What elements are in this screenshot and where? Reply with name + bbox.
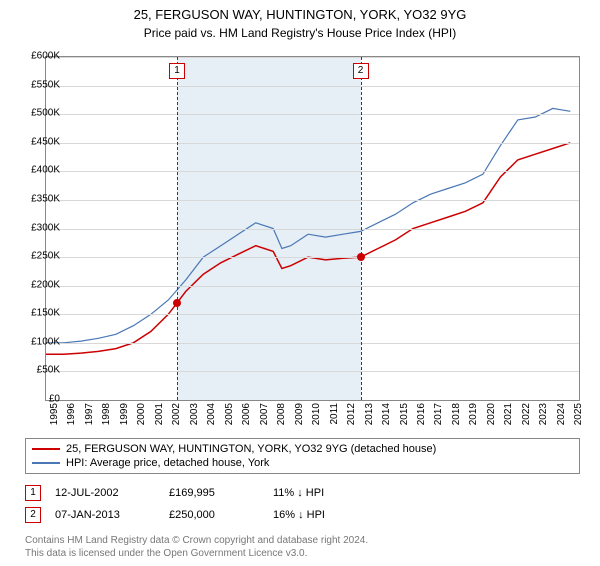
x-axis-label: 2020 — [486, 403, 497, 425]
legend-text: 25, FERGUSON WAY, HUNTINGTON, YORK, YO32… — [66, 443, 436, 455]
x-axis-label: 2023 — [538, 403, 549, 425]
chart-title-line2: Price paid vs. HM Land Registry's House … — [0, 26, 600, 40]
x-axis-label: 2008 — [276, 403, 287, 425]
gridline — [46, 229, 579, 230]
gridline — [46, 143, 579, 144]
x-axis-label: 1995 — [49, 403, 60, 425]
gridline — [46, 286, 579, 287]
legend-text: HPI: Average price, detached house, York — [66, 457, 269, 469]
gridline — [46, 371, 579, 372]
x-axis-label: 2004 — [206, 403, 217, 425]
x-axis-label: 1997 — [84, 403, 95, 425]
x-axis-label: 2007 — [259, 403, 270, 425]
x-axis-label: 2019 — [468, 403, 479, 425]
sale-marker-line — [177, 57, 178, 400]
sale-marker-line — [361, 57, 362, 400]
x-axis-label: 2018 — [451, 403, 462, 425]
sale-marker-label: 1 — [169, 63, 185, 79]
x-axis-label: 2013 — [364, 403, 375, 425]
y-axis-label: £400K — [10, 165, 60, 176]
x-axis-label: 2003 — [189, 403, 200, 425]
sale-number-box: 2 — [25, 507, 41, 523]
legend-swatch — [32, 462, 60, 464]
legend-box: 25, FERGUSON WAY, HUNTINGTON, YORK, YO32… — [25, 438, 580, 474]
legend-row: 25, FERGUSON WAY, HUNTINGTON, YORK, YO32… — [32, 442, 573, 456]
x-axis-label: 2006 — [241, 403, 252, 425]
y-axis-label: £100K — [10, 336, 60, 347]
x-axis-label: 1996 — [66, 403, 77, 425]
gridline — [46, 171, 579, 172]
gridline — [46, 114, 579, 115]
x-axis-label: 1998 — [101, 403, 112, 425]
y-axis-label: £450K — [10, 136, 60, 147]
footnote: Contains HM Land Registry data © Crown c… — [25, 534, 368, 560]
series-price_paid — [46, 143, 570, 354]
x-axis-label: 2015 — [399, 403, 410, 425]
sale-marker-dot — [173, 299, 181, 307]
x-axis-label: 2012 — [346, 403, 357, 425]
gridline — [46, 314, 579, 315]
sale-pct: 11% ↓ HPI — [273, 487, 383, 499]
legend-swatch — [32, 448, 60, 450]
x-axis-label: 2002 — [171, 403, 182, 425]
sale-row: 1 12-JUL-2002 £169,995 11% ↓ HPI — [25, 482, 580, 504]
y-axis-label: £350K — [10, 193, 60, 204]
x-axis-label: 2022 — [521, 403, 532, 425]
y-axis-label: £550K — [10, 79, 60, 90]
sale-price: £169,995 — [169, 487, 259, 499]
x-axis-label: 2014 — [381, 403, 392, 425]
x-axis-label: 2021 — [503, 403, 514, 425]
footnote-line1: Contains HM Land Registry data © Crown c… — [25, 534, 368, 547]
x-axis-label: 2016 — [416, 403, 427, 425]
sale-marker-dot — [357, 253, 365, 261]
x-axis-label: 2011 — [329, 403, 340, 425]
chart-title-line1: 25, FERGUSON WAY, HUNTINGTON, YORK, YO32… — [0, 6, 600, 24]
chart-plot-area: 12 — [45, 56, 580, 401]
x-axis-label: 2025 — [573, 403, 584, 425]
sale-number-box: 1 — [25, 485, 41, 501]
x-axis-label: 2010 — [311, 403, 322, 425]
gridline — [46, 200, 579, 201]
y-axis-label: £300K — [10, 222, 60, 233]
legend-row: HPI: Average price, detached house, York — [32, 456, 573, 470]
y-axis-label: £500K — [10, 108, 60, 119]
y-axis-label: £250K — [10, 251, 60, 262]
x-axis-label: 2024 — [556, 403, 567, 425]
sale-price: £250,000 — [169, 509, 259, 521]
x-axis-label: 2009 — [294, 403, 305, 425]
x-axis-label: 2001 — [154, 403, 165, 425]
sale-date: 12-JUL-2002 — [55, 487, 155, 499]
gridline — [46, 257, 579, 258]
x-axis-label: 2005 — [224, 403, 235, 425]
sale-pct: 16% ↓ HPI — [273, 509, 383, 521]
sale-date: 07-JAN-2013 — [55, 509, 155, 521]
y-axis-label: £50K — [10, 365, 60, 376]
sales-table: 1 12-JUL-2002 £169,995 11% ↓ HPI 2 07-JAN-201… — [25, 482, 580, 526]
x-axis-label: 2000 — [136, 403, 147, 425]
x-axis-label: 1999 — [119, 403, 130, 425]
sale-marker-label: 2 — [353, 63, 369, 79]
gridline — [46, 86, 579, 87]
gridline — [46, 343, 579, 344]
footnote-line2: This data is licensed under the Open Gov… — [25, 547, 368, 560]
y-axis-label: £600K — [10, 51, 60, 62]
x-axis-label: 2017 — [433, 403, 444, 425]
sale-row: 2 07-JAN-2013 £250,000 16% ↓ HPI — [25, 504, 580, 526]
y-axis-label: £200K — [10, 279, 60, 290]
y-axis-label: £150K — [10, 308, 60, 319]
gridline — [46, 57, 579, 58]
